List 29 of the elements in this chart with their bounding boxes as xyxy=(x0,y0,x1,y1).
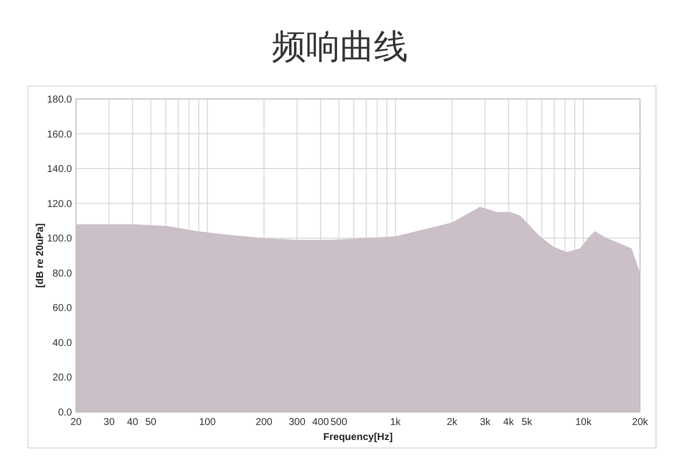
x-axis-title: Frequency[Hz] xyxy=(323,432,393,443)
x-tick-label: 10k xyxy=(575,417,592,428)
x-tick-label: 30 xyxy=(104,417,116,428)
x-tick-label: 3k xyxy=(480,417,492,428)
y-tick-label: 180.0 xyxy=(46,94,72,106)
y-tick-label: 140.0 xyxy=(46,164,72,176)
x-tick-label: 50 xyxy=(145,417,157,428)
y-tick-label: 0.0 xyxy=(58,408,72,418)
y-tick-label: 120.0 xyxy=(46,198,72,210)
x-tick-label: 20 xyxy=(70,417,82,428)
x-tick-label: 300 xyxy=(288,417,306,428)
x-tick-label: 400 xyxy=(312,417,330,428)
y-axis-title: [dB re 20uPa] xyxy=(35,223,46,288)
x-tick-label: 5k xyxy=(522,417,534,428)
y-tick-label: 40.0 xyxy=(52,338,72,349)
x-tick-label: 40 xyxy=(127,417,139,428)
chart-title: 频响曲线 xyxy=(272,28,408,66)
x-tick-label: 1k xyxy=(390,417,402,428)
x-tick-label: 100 xyxy=(199,417,216,428)
y-tick-label: 80.0 xyxy=(52,268,72,280)
x-tick-label: 20k xyxy=(632,417,650,428)
y-tick-label: 160.0 xyxy=(46,129,72,140)
x-tick-label: 500 xyxy=(330,417,348,428)
y-tick-label: 60.0 xyxy=(52,303,72,314)
x-tick-label: 4k xyxy=(503,417,515,428)
x-tick-label: 2k xyxy=(446,417,458,428)
y-tick-label: 20.0 xyxy=(52,372,72,384)
x-tick-label: 200 xyxy=(256,417,273,428)
y-tick-label: 100.0 xyxy=(46,234,72,245)
